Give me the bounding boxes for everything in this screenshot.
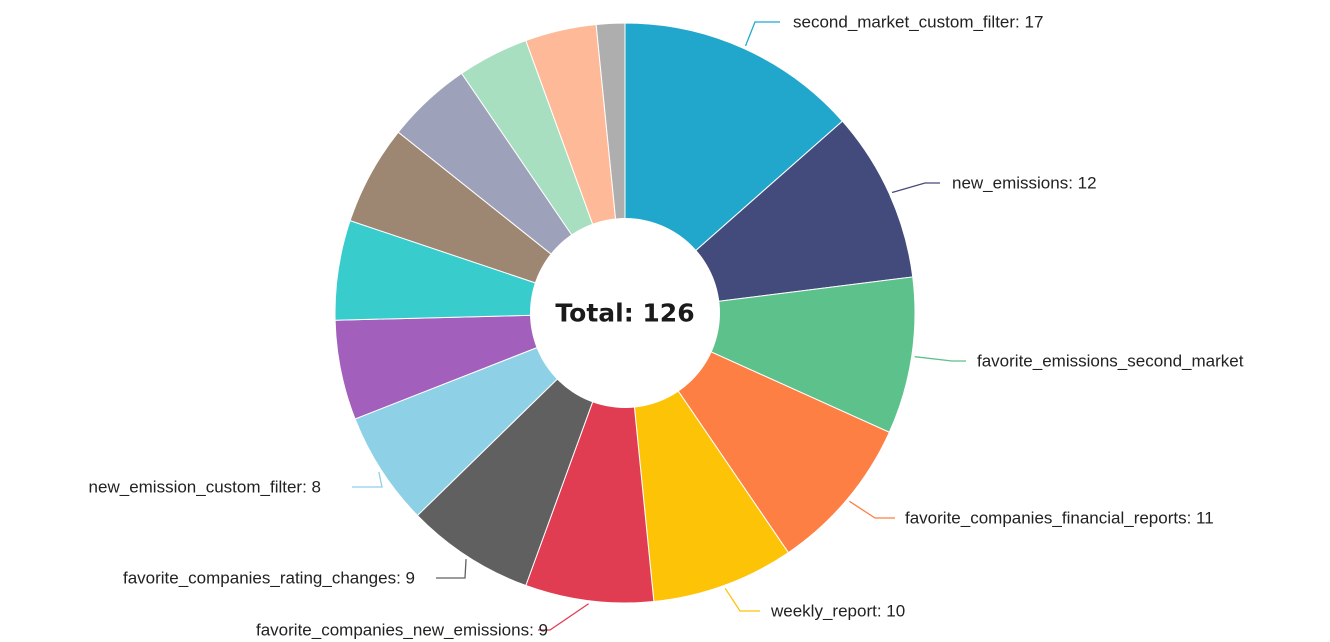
data-label-favorite-companies-rating-changes: favorite_companies_rating_changes: 9	[123, 569, 415, 588]
data-label-favorite-companies-financial-reports: favorite_companies_financial_reports: 11	[905, 509, 1214, 528]
data-label-new-emission-custom-filter: new_emission_custom_filter: 8	[89, 478, 321, 497]
leader-line-favorite-companies-new-emissions	[538, 603, 589, 631]
leader-line-favorite-emissions-second-market	[914, 356, 966, 362]
center-total-label: Total: 126	[555, 299, 694, 328]
leader-line-new-emission-custom-filter	[352, 471, 383, 488]
leader-lines-layer	[352, 21, 966, 631]
leader-line-favorite-companies-financial-reports	[849, 500, 895, 519]
data-label-new-emissions: new_emissions: 12	[952, 174, 1097, 193]
data-label-weekly-report: weekly_report: 10	[770, 602, 905, 621]
leader-line-new-emissions	[891, 182, 940, 194]
data-label-second-market-custom-filter: second_market_custom_filter: 17	[793, 13, 1043, 32]
leader-line-second-market-custom-filter	[744, 21, 780, 47]
data-label-favorite-companies-new-emissions: favorite_companies_new_emissions: 9	[256, 621, 548, 640]
center-hole	[530, 218, 720, 408]
leader-line-weekly-report	[724, 587, 760, 612]
labels-layer: second_market_custom_filter: 17 new_emiss…	[89, 13, 1244, 640]
data-label-favorite-emissions-second-market: favorite_emissions_second_market	[977, 352, 1244, 371]
leader-line-favorite-companies-rating-changes	[436, 559, 467, 579]
